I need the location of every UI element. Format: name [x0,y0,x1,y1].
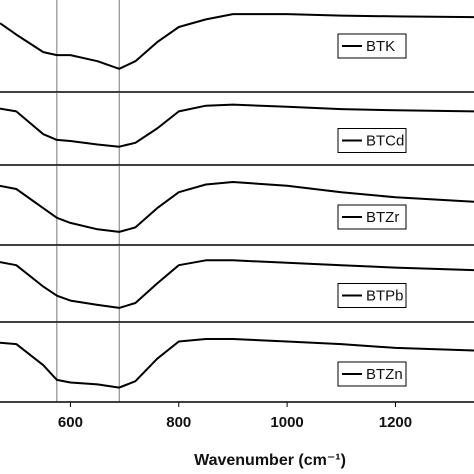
spectrum-line [0,338,474,389]
x-tick-label: 800 [166,414,191,431]
legend-text: BTPb [366,287,404,304]
legend-text: BTK [366,38,395,55]
legend-text: BTZn [366,366,403,383]
spectrum-line [0,103,474,148]
spectrum-line [0,181,474,233]
legend-box [337,204,407,230]
spectrum-line [0,13,474,70]
x-axis-label: Wavenumber (cm⁻¹) [194,452,346,469]
legend-text: BTCd [366,132,404,149]
legend-text: BTZr [366,209,399,226]
x-tick-label: 600 [58,414,83,431]
x-tick-label: 1000 [270,414,303,431]
x-tick-label: 1200 [379,414,412,431]
spectrum-line [0,259,474,309]
